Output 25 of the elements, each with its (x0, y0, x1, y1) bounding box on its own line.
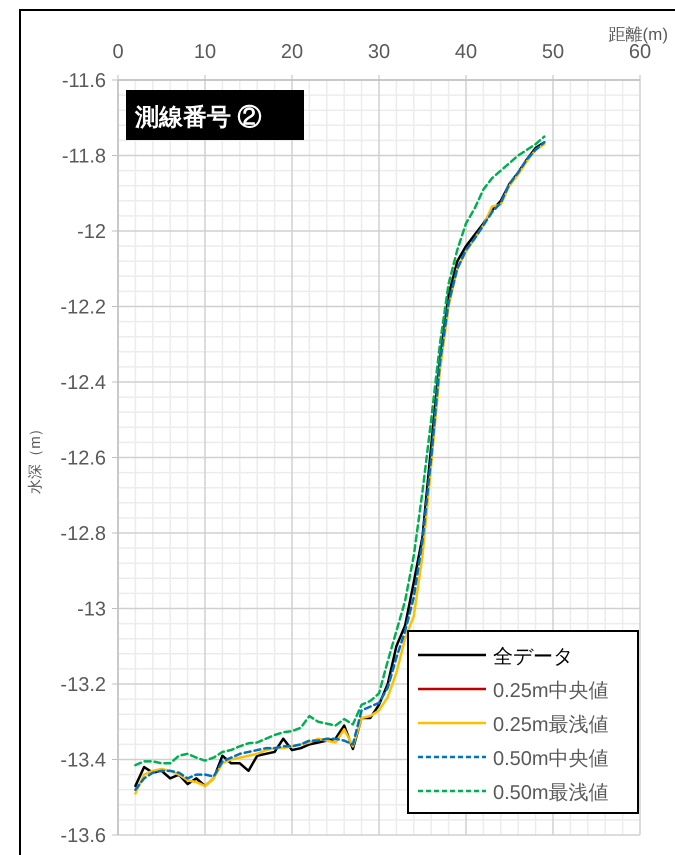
y-tick-label: -12.6 (60, 448, 106, 470)
y-tick-label: -12 (77, 221, 106, 243)
y-tick-label: -12.8 (60, 523, 106, 545)
x-tick-label: 0 (112, 41, 124, 63)
title: 測線番号 ② (126, 90, 304, 140)
x-tick-label: 40 (454, 41, 478, 63)
legend-label: 0.50m最浅値 (493, 782, 609, 804)
y-tick-label: -11.6 (62, 70, 106, 92)
x-tick-label: 50 (542, 41, 564, 63)
y-tick-label: -13 (77, 598, 106, 620)
y-tick-label: -13.6 (60, 825, 106, 847)
y-tick-label: -11.8 (62, 146, 106, 168)
y-axis-title: 水深（m） (27, 421, 44, 494)
y-tick-label: -13.2 (60, 674, 106, 696)
y-tick-label: -13.4 (60, 750, 106, 772)
legend-label: 0.25m最浅値 (493, 714, 609, 736)
legend-label: 0.25m中央値 (493, 680, 609, 702)
legend-label: 0.50m中央値 (493, 748, 609, 770)
x-axis-title: 距離(m) (608, 25, 668, 44)
x-tick-label: 20 (280, 41, 304, 63)
x-tick-label: 30 (368, 41, 390, 63)
legend-label: 全データ (493, 646, 573, 668)
y-tick-label: -12.2 (60, 296, 106, 318)
x-tick-label: 10 (194, 41, 216, 63)
y-tick-label: -12.4 (60, 372, 106, 394)
